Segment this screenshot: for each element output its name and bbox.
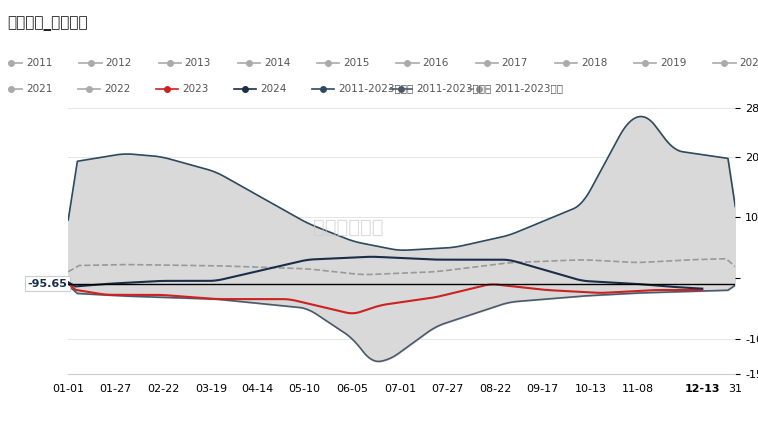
Text: 2017: 2017 — [502, 58, 528, 68]
Line: 2024: 2024 — [68, 257, 702, 289]
Text: 2014: 2014 — [264, 58, 290, 68]
2024 — [243, 271, 252, 276]
2024 — [697, 286, 706, 291]
2011-2023最小值 — [731, 283, 740, 288]
2011-2023均值 — [637, 260, 647, 265]
2023 — [243, 297, 252, 302]
2011-2023最小值 — [330, 323, 339, 329]
Text: 2021: 2021 — [26, 83, 52, 94]
Text: 2011: 2011 — [26, 58, 52, 68]
2023 — [697, 287, 706, 292]
2011-2023均值 — [205, 263, 214, 268]
2011-2023最小值 — [247, 300, 256, 305]
Line: 2011-2023最小值: 2011-2023最小值 — [68, 285, 735, 362]
2011-2023最小值 — [333, 326, 342, 331]
2011-2023最大值 — [399, 248, 408, 253]
2024 — [327, 256, 337, 261]
2011-2023最大值 — [247, 189, 256, 194]
2011-2023最大值 — [635, 114, 644, 119]
2011-2023最大值 — [731, 204, 740, 209]
Text: 紫金天风期货: 紫金天风期货 — [313, 218, 384, 237]
2011-2023最小值 — [205, 296, 214, 301]
2023 — [64, 281, 73, 286]
2011-2023最大值 — [703, 153, 713, 158]
2011-2023最大值 — [330, 231, 339, 236]
2024 — [366, 254, 375, 259]
2024 — [396, 255, 405, 261]
Text: 2016: 2016 — [422, 58, 449, 68]
2024 — [507, 258, 516, 263]
Text: 2011-2023最小值: 2011-2023最小值 — [416, 83, 491, 94]
2011-2023均值 — [64, 269, 73, 274]
2011-2023最小值 — [374, 359, 383, 364]
2011-2023最小值 — [64, 283, 73, 288]
2011-2023均值 — [330, 269, 339, 274]
Text: 2011-2023最大值: 2011-2023最大值 — [338, 83, 413, 94]
2011-2023最大值 — [64, 217, 73, 222]
Text: 2012: 2012 — [105, 58, 132, 68]
Text: 2019: 2019 — [660, 58, 687, 68]
2011-2023最大值 — [205, 167, 214, 172]
2024 — [64, 280, 73, 285]
Text: 养殖利润_外购仔猪: 养殖利润_外购仔猪 — [8, 16, 88, 31]
Text: 2023: 2023 — [182, 83, 208, 94]
2023 — [507, 284, 516, 289]
2011-2023最大值 — [333, 233, 342, 238]
2023 — [531, 286, 540, 292]
2011-2023均值 — [722, 256, 731, 261]
2024 — [531, 265, 540, 270]
Text: 2015: 2015 — [343, 58, 369, 68]
2011-2023均值 — [333, 270, 342, 275]
2011-2023均值 — [701, 257, 710, 262]
2024 — [628, 281, 637, 286]
2011-2023均值 — [731, 264, 740, 269]
Text: 2024: 2024 — [260, 83, 287, 94]
Text: 2020: 2020 — [739, 58, 758, 68]
2011-2023最大值 — [639, 114, 648, 120]
Line: 2011-2023均值: 2011-2023均值 — [68, 259, 735, 274]
2011-2023最小值 — [637, 290, 647, 295]
Text: 2013: 2013 — [185, 58, 211, 68]
2023 — [327, 307, 337, 312]
Text: 2011-2023均值: 2011-2023均值 — [494, 83, 563, 94]
2011-2023均值 — [362, 272, 371, 277]
2023 — [628, 289, 637, 294]
Line: 2011-2023最大值: 2011-2023最大值 — [68, 117, 735, 250]
Line: 2023: 2023 — [68, 283, 702, 313]
2011-2023最小值 — [701, 289, 710, 294]
Text: 2022: 2022 — [104, 83, 130, 94]
2023 — [348, 310, 357, 316]
Text: -95.65: -95.65 — [27, 279, 67, 289]
Text: 2018: 2018 — [581, 58, 607, 68]
2011-2023均值 — [247, 264, 256, 270]
2023 — [396, 300, 405, 305]
